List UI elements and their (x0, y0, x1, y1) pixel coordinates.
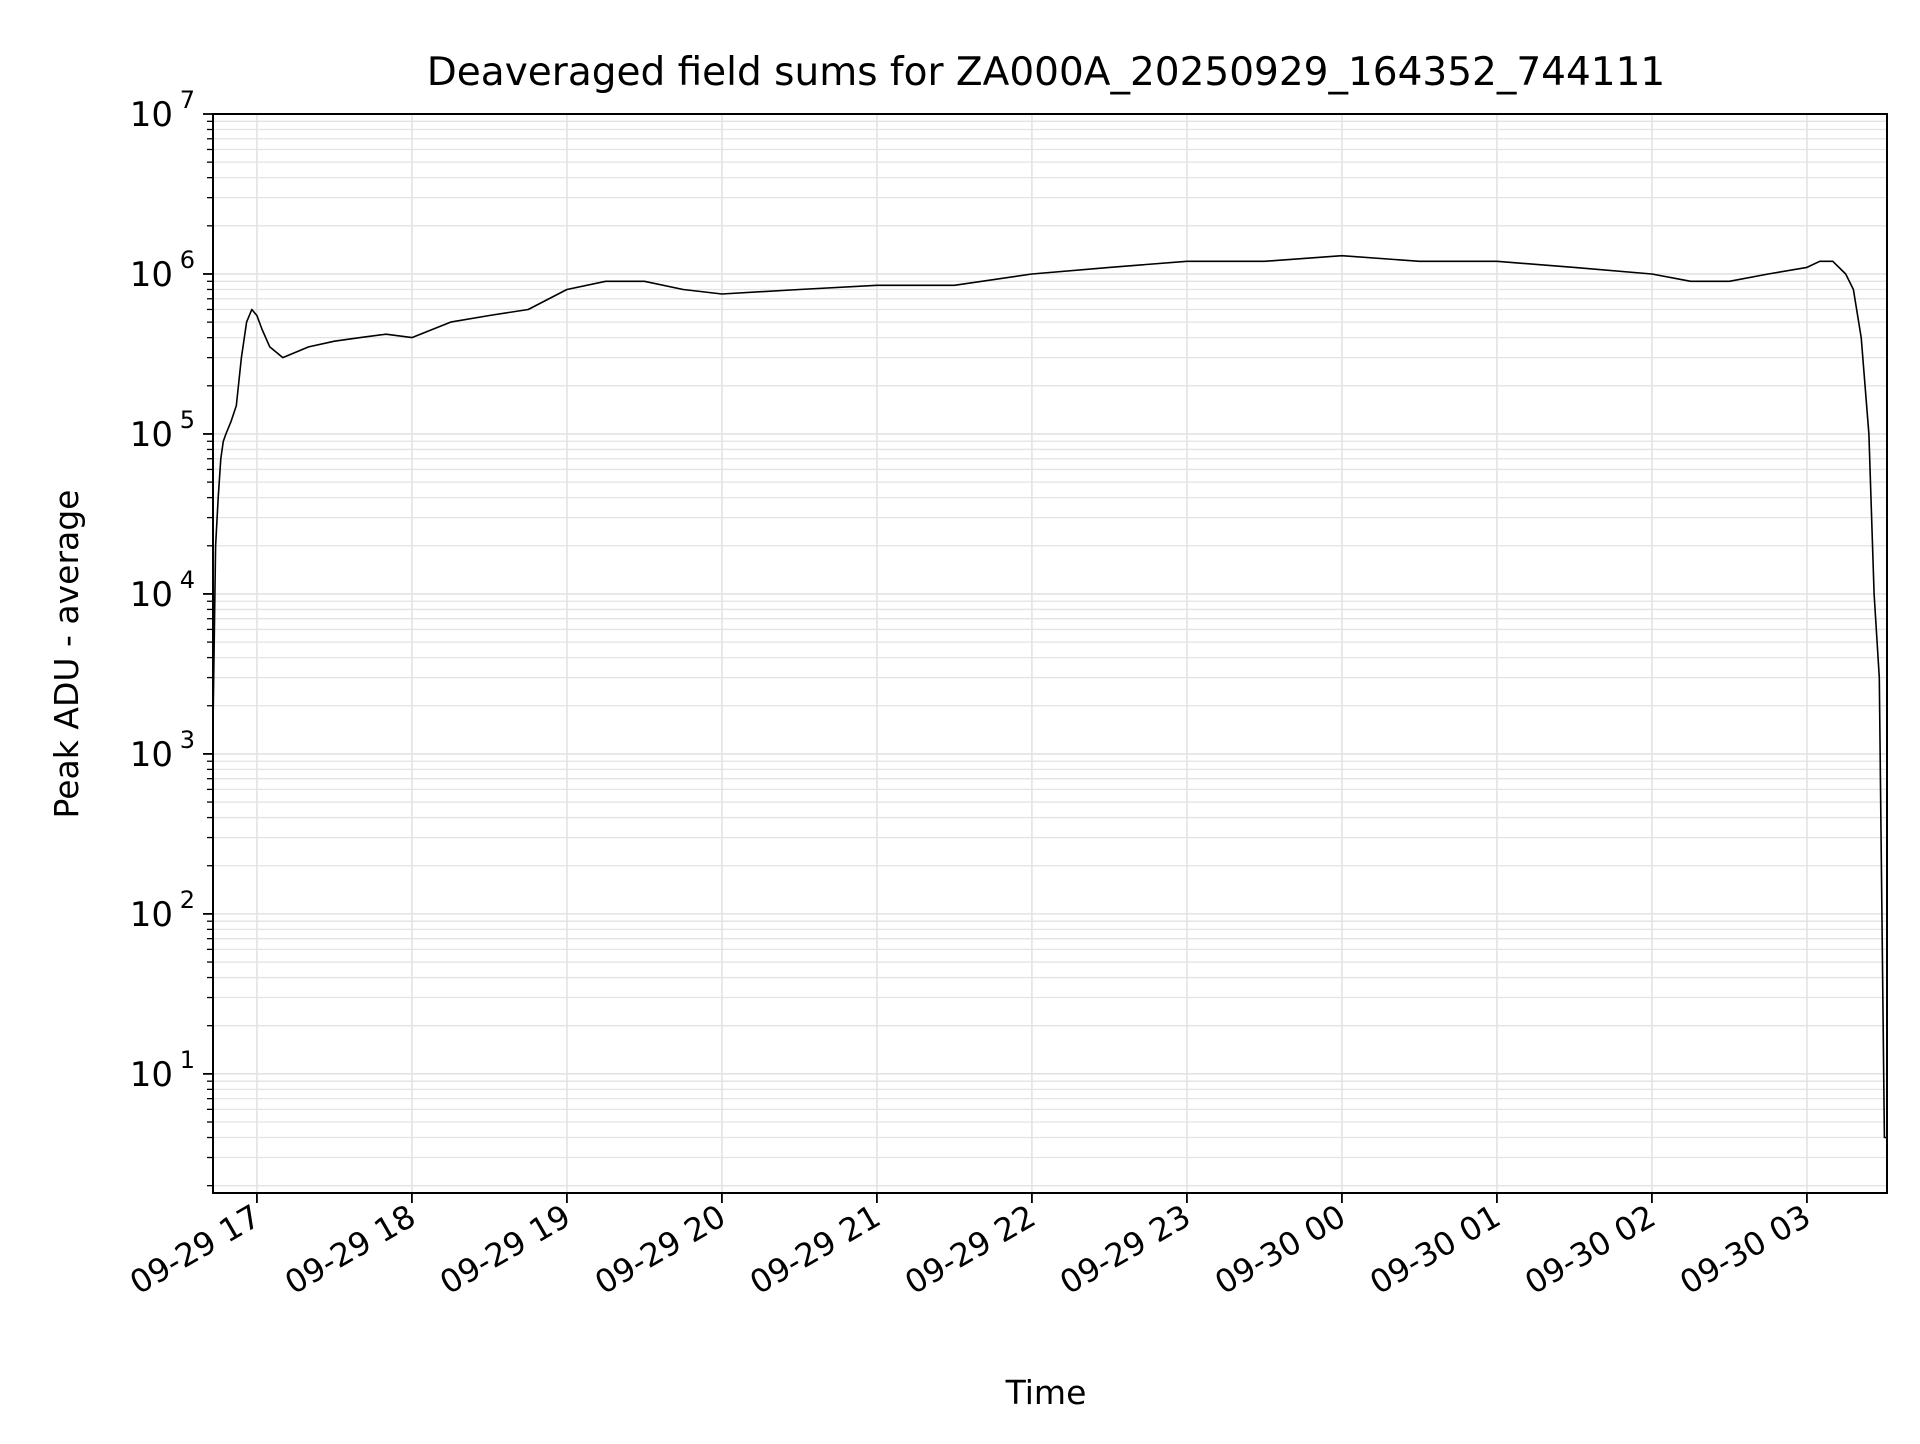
y-tick-exponent: 3 (180, 726, 195, 754)
chart-title: Deaveraged field sums for ZA000A_2025092… (427, 50, 1665, 95)
y-tick-label: 10 (130, 255, 173, 295)
y-tick-label: 10 (130, 95, 173, 135)
y-tick-label: 10 (130, 735, 173, 775)
plot-frame (212, 113, 1888, 1194)
y-tick-exponent: 7 (180, 86, 195, 114)
y-tick-exponent: 5 (180, 406, 195, 434)
x-axis-label: Time (1005, 1373, 1087, 1412)
y-tick-exponent: 4 (180, 566, 195, 594)
y-tick-label: 10 (130, 895, 173, 935)
y-tick-exponent: 6 (180, 246, 195, 274)
y-tick-exponent: 1 (180, 1046, 195, 1074)
series-line (212, 254, 1887, 1139)
grid-lines (213, 113, 1887, 1193)
y-axis-label: Peak ADU - average (47, 490, 86, 819)
y-tick-label: 10 (130, 415, 173, 455)
y-tick-exponent: 2 (180, 886, 195, 914)
y-tick-label: 10 (130, 1055, 173, 1095)
data-series (212, 254, 1887, 1139)
y-tick-label: 10 (130, 575, 173, 615)
